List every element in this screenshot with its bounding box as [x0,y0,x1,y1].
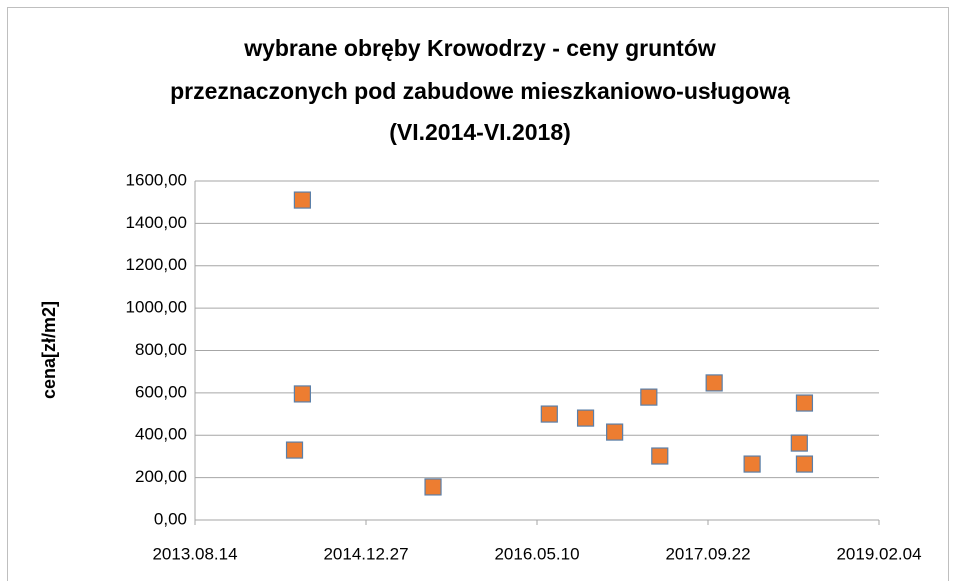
chart-title: (VI.2014-VI.2018) [389,119,571,145]
chart-title: przeznaczonych pod zabudowe mieszkaniowo… [170,78,790,104]
y-tick-label: 1000,00 [126,298,187,317]
point [651,447,669,465]
point [795,394,814,412]
y-tick-label: 1200,00 [126,255,187,274]
chart-title: wybrane obręby Krowodrzy - ceny gruntów [243,35,716,61]
point [790,434,808,452]
point [743,455,761,473]
y-tick-label: 1600,00 [126,170,187,189]
point [606,423,624,441]
x-tick-label: 2016.05.10 [494,544,579,563]
y-tick-label: 800,00 [135,340,187,359]
point [640,388,658,406]
y-tick-label: 200,00 [135,467,187,486]
x-tick-label: 2013.08.14 [152,544,237,563]
x-tick-label: 2014.12.27 [323,544,408,563]
point [795,455,814,473]
x-tick-label: 2017.09.22 [665,544,750,563]
x-tick-label: 2019.02.04 [836,544,921,563]
chart-border [7,7,949,581]
point [285,441,304,459]
point [293,385,311,403]
y-axis-label: cena[zł/m2] [39,301,59,399]
y-tick-label: 600,00 [135,382,187,401]
point [540,405,558,423]
point [576,409,595,427]
point [424,478,442,496]
point [705,374,723,392]
y-tick-label: 0,00 [154,509,187,528]
y-tick-label: 1400,00 [126,213,187,232]
point [293,191,311,209]
y-tick-label: 400,00 [135,425,187,444]
